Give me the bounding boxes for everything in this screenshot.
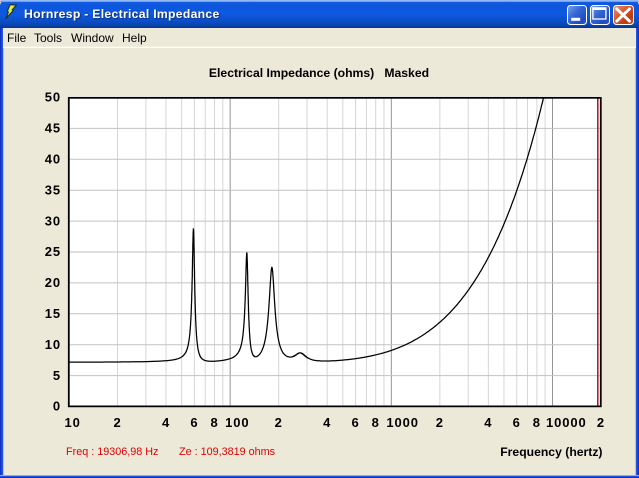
svg-text:2: 2 (597, 415, 605, 430)
svg-text:Freq : 19306,98 Hz: Freq : 19306,98 Hz (66, 446, 158, 458)
svg-text:1000: 1000 (386, 415, 419, 430)
svg-text:100: 100 (225, 415, 249, 430)
svg-text:10: 10 (65, 415, 81, 430)
svg-text:50: 50 (45, 90, 61, 105)
svg-text:6: 6 (351, 415, 359, 430)
svg-text:8: 8 (533, 415, 541, 430)
svg-text:40: 40 (45, 152, 61, 167)
svg-text:Frequency (hertz): Frequency (hertz) (500, 445, 602, 459)
svg-text:30: 30 (45, 213, 61, 228)
svg-text:35: 35 (45, 182, 61, 197)
svg-text:5: 5 (53, 368, 61, 383)
svg-text:4: 4 (323, 415, 331, 430)
svg-text:2: 2 (113, 415, 121, 430)
svg-text:4: 4 (484, 415, 492, 430)
svg-text:4: 4 (162, 415, 170, 430)
svg-text:6: 6 (190, 415, 198, 430)
svg-text:45: 45 (45, 121, 61, 136)
svg-text:20: 20 (45, 275, 61, 290)
svg-text:10: 10 (45, 337, 61, 352)
svg-text:10000: 10000 (546, 415, 587, 430)
svg-text:Ze : 109,3819 ohms: Ze : 109,3819 ohms (179, 446, 276, 458)
svg-text:6: 6 (513, 415, 521, 430)
svg-text:Electrical Impedance (ohms): Electrical Impedance (ohms) Masked (209, 66, 429, 80)
svg-text:2: 2 (436, 415, 444, 430)
svg-text:15: 15 (45, 306, 61, 321)
svg-text:8: 8 (372, 415, 380, 430)
svg-text:2: 2 (275, 415, 283, 430)
svg-text:25: 25 (45, 244, 61, 259)
svg-text:8: 8 (210, 415, 218, 430)
svg-text:0: 0 (53, 399, 61, 414)
